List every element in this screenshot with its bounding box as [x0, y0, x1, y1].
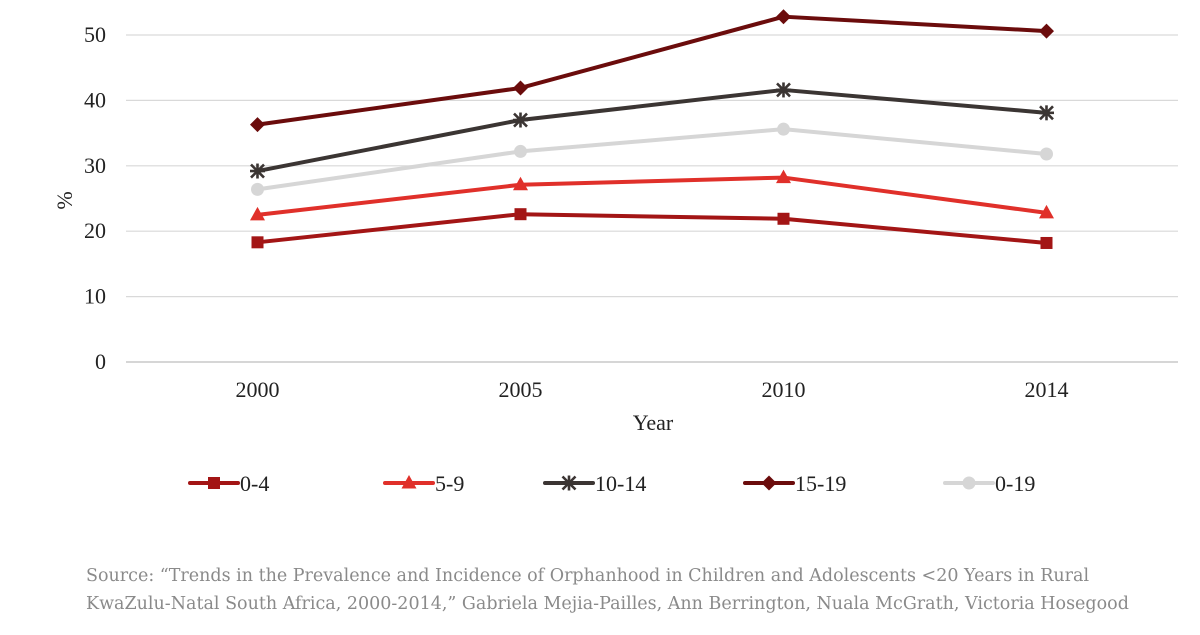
- legend-label: 0-4: [240, 471, 269, 496]
- source-note: Source: “Trends in the Prevalence and In…: [86, 562, 1196, 618]
- line-chart: 0 10 20 30 40 50 2000 2005 2010 2014 % Year 0-4 5…: [52, 9, 1178, 496]
- series-0-4: [251, 208, 1053, 249]
- y-tick-label: 20: [84, 218, 106, 243]
- y-axis-title: %: [52, 191, 77, 209]
- data-point: [250, 117, 265, 133]
- y-axis-ticks: 0 10 20 30 40 50: [84, 22, 106, 374]
- source-line-2: KwaZulu-Natal South Africa, 2000-2014,” …: [86, 594, 1129, 614]
- data-point: [514, 208, 527, 221]
- series-line: [255, 212, 1049, 245]
- legend-label: 5-9: [435, 471, 464, 496]
- x-tick-label: 2010: [762, 377, 806, 402]
- data-point: [250, 163, 265, 179]
- data-point: [250, 206, 265, 221]
- gridlines: [126, 34, 1178, 363]
- x-tick-label: 2014: [1025, 377, 1069, 402]
- x-tick-label: 2000: [236, 377, 280, 402]
- series-line: [255, 14, 1049, 127]
- series-5-9: [250, 169, 1054, 221]
- legend-marker: [208, 477, 220, 489]
- data-point: [1039, 204, 1054, 219]
- series-line: [255, 175, 1049, 217]
- legend-marker: [561, 475, 577, 491]
- series-10-14: [250, 82, 1054, 179]
- y-tick-label: 50: [84, 22, 106, 47]
- legend-item: 0-4: [188, 471, 269, 496]
- data-point: [513, 80, 528, 96]
- data-point: [776, 9, 791, 25]
- data-point: [776, 82, 791, 98]
- legend-item: 0-19: [943, 471, 1035, 496]
- legend-item: 15-19: [743, 471, 846, 496]
- data-point: [513, 112, 528, 128]
- y-tick-label: 0: [95, 349, 106, 374]
- x-axis-ticks: 2000 2005 2010 2014: [236, 377, 1069, 402]
- y-tick-label: 30: [84, 153, 106, 178]
- source-line-1: Source: “Trends in the Prevalence and In…: [86, 566, 1090, 586]
- series-lines: [250, 9, 1054, 249]
- legend-label: 15-19: [795, 471, 846, 496]
- series-0-19: [251, 122, 1053, 196]
- legend-marker: [962, 476, 976, 490]
- data-point: [1040, 236, 1053, 249]
- legend-item: 5-9: [383, 471, 464, 496]
- data-point: [777, 212, 790, 225]
- x-tick-label: 2005: [499, 377, 543, 402]
- legend-marker: [761, 475, 777, 491]
- series-line: [255, 87, 1049, 174]
- data-point: [251, 182, 264, 196]
- series-15-19: [250, 9, 1054, 133]
- data-point: [513, 176, 528, 191]
- legend: 0-4 5-9 10-14 15-19 0-19: [188, 471, 1035, 496]
- y-tick-label: 40: [84, 87, 106, 112]
- legend-label: 10-14: [595, 471, 646, 496]
- legend-marker: [401, 475, 417, 489]
- data-point: [777, 122, 790, 136]
- data-point: [1039, 105, 1054, 121]
- series-line: [255, 127, 1049, 192]
- y-tick-label: 10: [84, 284, 106, 309]
- data-point: [251, 236, 264, 249]
- legend-item: 10-14: [543, 471, 646, 496]
- legend-label: 0-19: [995, 471, 1035, 496]
- x-axis-title: Year: [633, 410, 674, 435]
- data-point: [514, 144, 527, 158]
- data-point: [776, 169, 791, 184]
- data-point: [1040, 147, 1053, 161]
- data-point: [1039, 23, 1054, 39]
